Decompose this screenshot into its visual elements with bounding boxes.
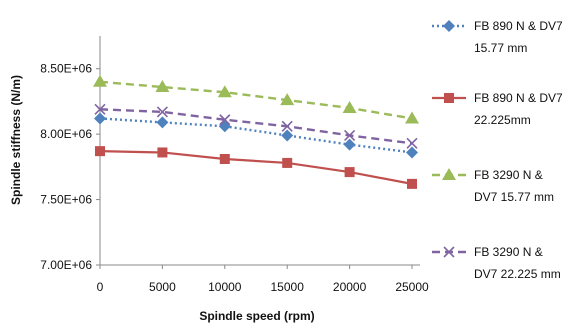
legend: FB 890 N & DV7 15.77 mm FB 890 N & DV7 22.2…: [432, 19, 563, 281]
axes: 7.00E+06 7.50E+06 8.00E+06 8.50E+06 0 5000 100…: [40, 36, 429, 294]
x-axis-title: Spindle speed (rpm): [199, 309, 314, 323]
x-tick-label: 20000: [333, 280, 367, 294]
data-point-square: [344, 167, 355, 178]
data-point-cross: [281, 120, 293, 132]
data-point-diamond: [406, 146, 418, 159]
x-tick-label: 0: [97, 280, 104, 294]
data-point-cross: [406, 137, 418, 149]
data-point-diamond: [281, 129, 294, 142]
data-point-cross: [94, 103, 106, 115]
data-point-square: [157, 147, 168, 158]
data-point-square: [407, 178, 417, 189]
x-tick-label: 15000: [271, 280, 305, 294]
data-point-triangle: [93, 74, 107, 87]
y-axis-title: Spindle stiffness (N/m): [9, 75, 23, 205]
data-point-triangle: [342, 100, 357, 113]
data-point-triangle: [405, 111, 419, 124]
series-layer: [93, 74, 419, 189]
series-line: [99, 117, 413, 154]
y-tick-label: 8.50E+06: [40, 62, 92, 76]
data-point-diamond: [343, 138, 356, 151]
legend-entry: FB 890 N & DV7 22.225mm: [432, 91, 563, 127]
legend-entry: FB 3290 N & DV7 15.77 mm: [432, 168, 554, 204]
data-point-cross: [219, 114, 231, 126]
series-3: [93, 74, 419, 124]
legend-label: FB 890 N & DV7: [474, 91, 563, 105]
data-point-square: [219, 154, 230, 165]
data-point-diamond: [443, 20, 455, 32]
data-point-cross: [156, 106, 168, 118]
data-point-square: [282, 157, 293, 168]
series-line: [99, 150, 413, 185]
data-point-triangle: [442, 168, 456, 180]
legend-label: 22.225mm: [474, 113, 531, 127]
legend-label: DV7 22.225 mm: [474, 267, 561, 281]
x-tick-label: 5000: [149, 280, 176, 294]
legend-label: FB 890 N & DV7: [474, 19, 563, 33]
data-point-diamond: [156, 116, 169, 129]
legend-label: 15.77 mm: [474, 41, 527, 55]
x-tick-label: 10000: [208, 280, 242, 294]
y-tick-label: 7.00E+06: [40, 258, 92, 272]
legend-entry: FB 890 N & DV7 15.77 mm: [432, 19, 563, 55]
data-point-diamond: [94, 112, 106, 125]
y-tick-label: 8.00E+06: [40, 127, 92, 141]
legend-label: FB 3290 N &: [474, 168, 543, 182]
series-line: [99, 108, 413, 145]
series-4: [94, 103, 418, 149]
data-point-cross: [443, 246, 455, 258]
y-tick-label: 7.50E+06: [40, 193, 92, 207]
legend-label: FB 3290 N &: [474, 245, 543, 259]
x-tick-label: 25000: [395, 280, 429, 294]
data-point-square: [95, 146, 105, 157]
data-point-square: [444, 93, 454, 103]
data-point-triangle: [217, 85, 232, 98]
data-point-triangle: [280, 93, 295, 106]
legend-label: DV7 15.77 mm: [474, 190, 554, 204]
series-2: [95, 146, 417, 189]
legend-entry: FB 3290 N & DV7 22.225 mm: [432, 245, 561, 281]
data-point-cross: [344, 129, 356, 142]
data-point-triangle: [155, 80, 170, 93]
series-line: [99, 80, 413, 120]
data-point-diamond: [218, 120, 231, 133]
